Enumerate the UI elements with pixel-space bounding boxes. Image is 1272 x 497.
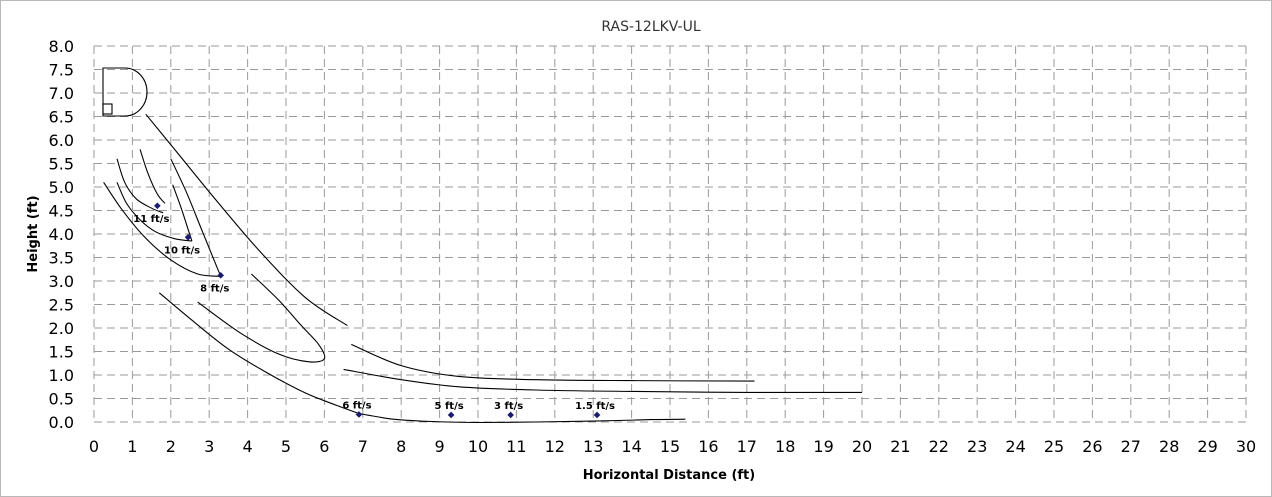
x-tick-label: 1 [127, 437, 137, 456]
y-tick-label: 6.5 [49, 108, 74, 127]
series-curve-8 [197, 273, 326, 363]
grid-layer [93, 45, 1247, 423]
velocity-marker [217, 272, 225, 279]
x-tick-label: 11 [506, 437, 526, 456]
x-tick-label: 28 [1159, 437, 1179, 456]
x-tick-label: 9 [435, 437, 445, 456]
x-tick-label: 0 [89, 437, 99, 456]
y-tick-label: 7.5 [49, 61, 74, 80]
y-tick-label: 4.5 [49, 202, 74, 221]
y-tick-label: 2.5 [49, 296, 74, 315]
velocity-marker [593, 411, 601, 419]
x-tick-label: 25 [1044, 437, 1064, 456]
x-tick-label: 21 [890, 437, 910, 456]
y-tick-label: 2.0 [49, 319, 74, 338]
velocity-marker [507, 411, 514, 419]
chart-title: RAS-12LKV-UL [601, 19, 701, 35]
velocity-label: 3 ft/s [494, 401, 523, 412]
x-tick-label: 12 [545, 437, 565, 456]
x-tick-labels: 0 1 2 3 4 5 6 7 8 9 10 11 12 13 14 15 16 17 18 19 20 21 22 23 24… [89, 437, 1256, 456]
x-tick-label: 4 [243, 437, 253, 456]
velocity-label: 6 ft/s [342, 400, 371, 411]
series-curve-12 [351, 343, 755, 382]
velocity-label: 11 ft/s [133, 214, 169, 225]
x-tick-label: 3 [204, 437, 214, 456]
series-curve-1 [139, 149, 166, 204]
x-tick-label: 5 [281, 437, 291, 456]
x-tick-label: 16 [698, 437, 718, 456]
y-tick-label: 3.0 [49, 272, 74, 291]
series-curve-5 [170, 158, 222, 277]
y-axis-title: Height (ft) [26, 195, 41, 272]
velocity-label: 10 ft/s [164, 245, 200, 256]
series-curve-2 [116, 158, 164, 214]
series-curve-11 [343, 368, 863, 393]
x-axis-title: Horizontal Distance (ft) [583, 468, 755, 483]
x-tick-label: 19 [813, 437, 833, 456]
x-tick-label: 13 [583, 437, 603, 456]
y-tick-label: 0.5 [49, 390, 74, 409]
x-tick-label: 29 [1197, 437, 1217, 456]
x-tick-label: 17 [737, 437, 757, 456]
x-tick-label: 20 [852, 437, 872, 456]
series-curve-10 [358, 412, 686, 424]
y-tick-label: 8.0 [49, 37, 74, 56]
y-tick-labels: 0.0 0.5 1.0 1.5 2.0 2.5 3.0 3.5 4.0 4.5 5.0 5.5 6.0 6… [49, 37, 74, 432]
x-tick-label: 26 [1082, 437, 1102, 456]
y-tick-label: 3.5 [49, 249, 74, 268]
y-tick-label: 5.0 [49, 178, 74, 197]
series-curve-9 [158, 292, 360, 415]
x-tick-label: 7 [358, 437, 368, 456]
velocity-label: 8 ft/s [200, 283, 229, 294]
velocity-label: 5 ft/s [435, 401, 464, 412]
x-tick-label: 15 [660, 437, 680, 456]
series-curve-7 [145, 113, 348, 327]
velocity-label: 1.5 ft/s [575, 401, 615, 412]
x-tick-label: 24 [1005, 437, 1025, 456]
velocity-marker [355, 411, 363, 418]
x-tick-label: 6 [319, 437, 329, 456]
series-curve-6 [103, 181, 221, 277]
ceiling-cassette-icon [102, 67, 148, 117]
x-tick-label: 8 [396, 437, 406, 456]
velocity-marker [184, 233, 192, 241]
y-tick-label: 7.0 [49, 84, 74, 103]
series-curve-4 [116, 182, 192, 242]
y-tick-label: 0.0 [49, 413, 74, 432]
velocity-marker [447, 411, 455, 419]
y-tick-label: 4.0 [49, 225, 74, 244]
x-tick-label: 10 [468, 437, 488, 456]
x-tick-label: 23 [967, 437, 987, 456]
marker-layer: 11 ft/s 10 ft/s 8 ft/s 6 ft/s 5 ft/s 3 ft/s 1.… [133, 202, 615, 419]
series-layer [103, 113, 863, 424]
x-tick-label: 22 [929, 437, 949, 456]
x-tick-label: 14 [621, 437, 641, 456]
y-tick-label: 6.0 [49, 131, 74, 150]
y-tick-label: 1.5 [49, 343, 74, 362]
y-tick-label: 1.0 [49, 366, 74, 385]
series-curve-3 [172, 184, 193, 242]
y-tick-label: 5.5 [49, 155, 74, 174]
x-tick-label: 30 [1236, 437, 1256, 456]
velocity-marker [154, 202, 161, 210]
x-tick-label: 27 [1121, 437, 1141, 456]
x-tick-label: 2 [166, 437, 176, 456]
x-tick-label: 18 [775, 437, 795, 456]
